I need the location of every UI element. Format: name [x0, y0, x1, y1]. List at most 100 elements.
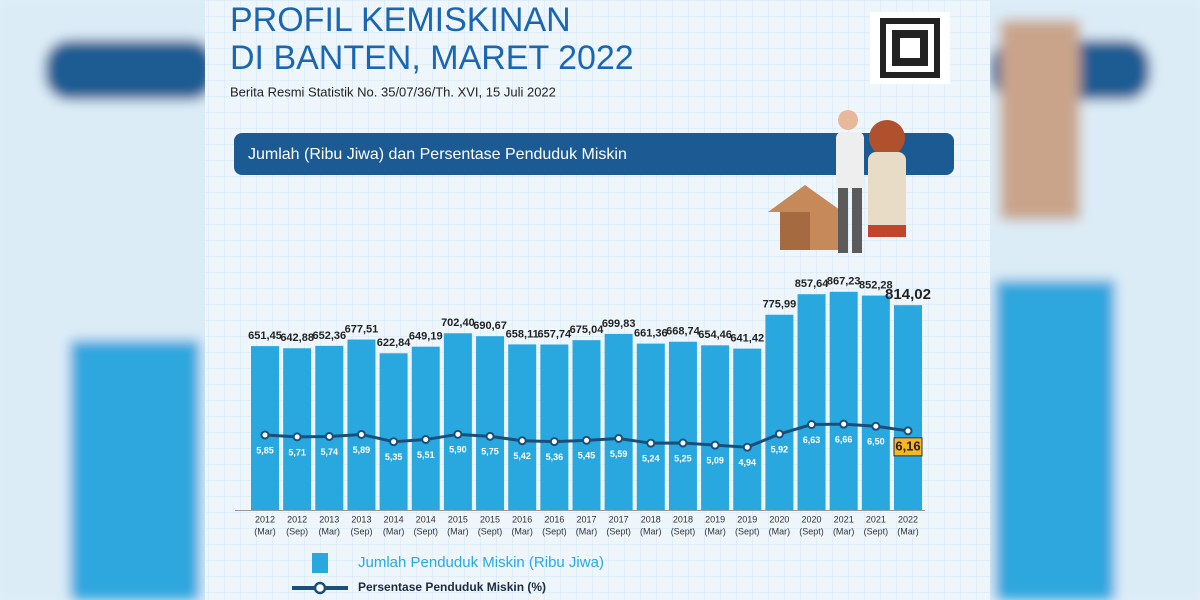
x-tick-label: 2014 — [384, 514, 404, 524]
line-marker — [742, 442, 752, 452]
line-marker — [421, 435, 431, 445]
x-tick-label: 2013 — [351, 514, 371, 524]
bar — [894, 305, 922, 510]
bar-value-label: 658,11 — [506, 328, 539, 340]
legend-label: Jumlah Penduduk Miskin (Ribu Jiwa) — [358, 554, 604, 571]
x-tick-label: (Mar) — [254, 526, 276, 536]
x-tick-label: (Sept) — [864, 526, 889, 536]
x-tick-label: 2014 — [416, 514, 436, 524]
x-tick-label: 2021 — [866, 514, 886, 524]
line-value-label: 6,16 — [895, 438, 920, 453]
x-tick-label: 2021 — [834, 514, 854, 524]
bar-value-label: 668,74 — [666, 326, 701, 338]
line-marker — [839, 419, 849, 429]
line-marker — [260, 430, 270, 440]
x-tick-label: (Mar) — [769, 526, 791, 536]
x-tick-label: 2020 — [802, 514, 822, 524]
line-marker — [485, 431, 495, 441]
line-marker — [549, 437, 559, 447]
bar-value-label: 867,23 — [827, 276, 861, 288]
bar-value-label: 775,99 — [763, 299, 797, 311]
x-tick-label: (Sept) — [735, 526, 760, 536]
line-marker — [614, 433, 624, 443]
bar — [797, 294, 826, 510]
x-tick-label: (Sept) — [413, 526, 438, 536]
title: PROFIL KEMISKINAN — [230, 1, 571, 39]
x-tick-label: (Mar) — [897, 526, 919, 536]
bar-value-label: 652,36 — [312, 330, 346, 342]
bar — [508, 344, 537, 510]
illustration — [768, 110, 906, 253]
line-value-label: 5,59 — [610, 449, 628, 459]
bar — [315, 345, 344, 510]
x-tick-label: 2015 — [480, 514, 500, 524]
line-value-label: 5,25 — [674, 453, 692, 463]
x-tick-label: (Mar) — [319, 526, 341, 536]
line-value-label: 6,63 — [803, 435, 821, 445]
bar — [733, 348, 762, 510]
bar-value-label: 642,88 — [280, 332, 314, 344]
line-value-label: 4,94 — [738, 458, 756, 468]
bar-value-label: 677,51 — [345, 323, 379, 335]
line-value-label: 5,36 — [546, 452, 564, 462]
line-value-label: 6,66 — [835, 435, 853, 445]
bar — [540, 344, 569, 510]
legend: Jumlah Penduduk Miskin (Ribu Jiwa) Perse… — [292, 553, 604, 595]
bar-value-label: 649,19 — [409, 331, 443, 343]
x-tick-label: (Mar) — [576, 526, 598, 536]
bar-value-label: 622,84 — [377, 337, 412, 349]
subtitle: Berita Resmi Statistik No. 35/07/36/Th. … — [230, 84, 556, 99]
baseline — [235, 510, 925, 511]
line-marker — [324, 431, 334, 441]
line-marker — [678, 438, 688, 448]
x-tick-label: 2012 — [255, 514, 275, 524]
x-tick-label: 2022 — [898, 514, 918, 524]
bar-value-label: 675,04 — [570, 324, 605, 336]
line-value-label: 5,35 — [385, 452, 403, 462]
bar — [636, 343, 665, 510]
x-tick-label: (Sept) — [542, 526, 567, 536]
qr-code — [870, 12, 950, 84]
bar — [443, 333, 472, 510]
bar-value-label: 702,40 — [441, 317, 475, 329]
bar — [701, 345, 730, 510]
bar-value-label: 654,46 — [698, 329, 732, 341]
line-marker — [292, 432, 302, 442]
line-value-label: 5,74 — [321, 447, 339, 457]
x-tick-label: (Sep) — [350, 526, 372, 536]
highlight-box — [893, 437, 923, 457]
line-value-label: 5,75 — [481, 447, 499, 457]
line-marker — [389, 437, 399, 447]
title: DI BANTEN, MARET 2022 — [230, 39, 634, 77]
x-tick-label: 2013 — [319, 514, 339, 524]
bar — [411, 346, 440, 510]
bar — [829, 291, 858, 510]
x-tick-label: 2020 — [769, 514, 789, 524]
x-tick-label: (Mar) — [704, 526, 726, 536]
x-tick-label: 2015 — [448, 514, 468, 524]
bar — [765, 314, 794, 510]
line-marker — [582, 435, 591, 445]
x-tick-label: 2018 — [673, 514, 693, 524]
x-tick-label: (Mar) — [383, 526, 405, 536]
bar — [283, 348, 312, 510]
bar-value-label: 852,28 — [859, 279, 893, 291]
line-marker — [453, 429, 463, 439]
x-tick-label: (Mar) — [447, 526, 469, 536]
legend-swatch — [312, 553, 328, 573]
x-tick-label: (Mar) — [640, 526, 662, 536]
bar — [251, 346, 279, 510]
x-tick-label: 2017 — [609, 514, 629, 524]
bar — [379, 353, 408, 510]
bar — [572, 340, 601, 510]
x-tick-label: 2016 — [544, 514, 564, 524]
x-tick-label: (Mar) — [833, 526, 855, 536]
bar — [668, 341, 697, 510]
line-value-label: 5,51 — [417, 450, 435, 460]
line-value-label: 5,85 — [256, 445, 274, 455]
x-tick-label: (Sept) — [799, 526, 824, 536]
line-marker — [871, 421, 881, 431]
x-tick-label: (Sept) — [606, 526, 631, 536]
legend-swatch — [313, 581, 327, 595]
bar-value-label: 690,67 — [473, 320, 507, 332]
